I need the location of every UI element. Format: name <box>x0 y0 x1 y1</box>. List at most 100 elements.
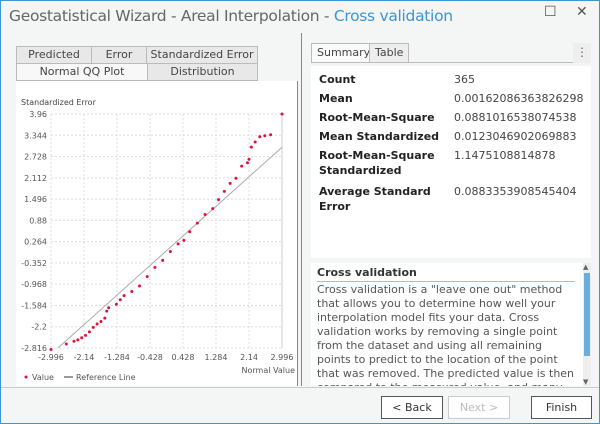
scroll-down-icon[interactable]: ▼ <box>583 378 589 386</box>
data-point <box>99 320 103 324</box>
x-tick-label: 0.428 <box>172 353 195 362</box>
more-options-icon[interactable]: ⋮ <box>573 43 591 63</box>
x-tick-label: 2.996 <box>271 353 294 362</box>
tab-summary[interactable]: Summary <box>311 43 377 63</box>
data-point <box>105 309 109 313</box>
data-point <box>280 112 284 116</box>
reference-line <box>57 146 283 349</box>
data-point <box>72 339 76 343</box>
data-point <box>240 164 244 168</box>
data-point <box>168 249 172 253</box>
tab-predicted[interactable]: Predicted <box>16 46 92 64</box>
data-point <box>107 306 111 310</box>
x-tick-label: -0.428 <box>137 353 163 362</box>
y-tick-label: -0.968 <box>21 280 47 289</box>
data-point <box>91 325 95 329</box>
data-point <box>145 275 149 279</box>
y-tick-label: 3.96 <box>29 110 47 119</box>
y-tick-label: 1.496 <box>24 195 47 204</box>
data-point <box>80 336 84 340</box>
y-tick-label: 2.728 <box>24 153 47 162</box>
summary-panel: Count 365 Mean 0.00162086363826298 Root-Mean… <box>311 66 591 258</box>
data-point <box>245 161 249 165</box>
x-axis-label: Normal Value <box>242 366 296 375</box>
tab-normal-qq-plot[interactable]: Normal QQ Plot <box>16 63 148 81</box>
y-tick-label: -2.816 <box>21 344 47 353</box>
data-point <box>222 189 226 193</box>
data-point <box>253 140 257 144</box>
data-point <box>176 242 180 246</box>
summary-value: 0.0123046902069883 <box>454 130 577 143</box>
data-point <box>76 338 80 342</box>
back-button[interactable]: < Back <box>381 396 443 419</box>
data-point <box>118 298 122 302</box>
data-point <box>249 145 253 149</box>
data-point <box>263 134 267 138</box>
data-point <box>211 207 215 211</box>
data-point <box>217 198 221 202</box>
y-tick-label: 0.264 <box>24 238 47 247</box>
tab-standardized-error[interactable]: Standardized Error <box>146 46 258 64</box>
scrollbar-thumb[interactable] <box>584 273 590 356</box>
summary-value: 0.00162086363826298 <box>454 92 584 105</box>
data-point <box>247 157 251 161</box>
close-icon[interactable]: ✕ <box>576 4 588 20</box>
tab-table[interactable]: Table <box>369 43 410 63</box>
summary-value: 365 <box>454 73 475 86</box>
x-tick-label: 1.284 <box>205 353 228 362</box>
data-point <box>182 238 186 242</box>
data-point <box>153 265 157 269</box>
y-tick-label: 0.88 <box>29 216 47 225</box>
data-point <box>122 294 126 298</box>
data-point <box>130 290 134 294</box>
panel-splitter[interactable] <box>301 33 302 386</box>
data-point <box>138 284 142 288</box>
help-title: Cross validation <box>317 266 575 282</box>
tab-distribution[interactable]: Distribution <box>147 63 258 81</box>
data-point <box>64 342 68 346</box>
x-tick-label: -1.284 <box>104 353 130 362</box>
tab-divider <box>311 62 573 63</box>
summary-label: Root-Mean-Square Standardized <box>319 149 435 177</box>
x-tick-label: -2.996 <box>38 353 64 362</box>
footer-divider <box>1 387 599 388</box>
help-text: Cross validation is a "leave one out" me… <box>317 283 575 386</box>
y-tick-label: -2.2 <box>31 323 47 332</box>
data-point <box>228 181 232 185</box>
qq-plot-panel: Standardized Error 3.96 3.344 2.728 2.112 1.4… <box>16 81 298 386</box>
y-tick-label: -0.352 <box>21 259 47 268</box>
finish-button[interactable]: Finish <box>531 396 592 419</box>
summary-label: Root-Mean-Square <box>319 111 435 124</box>
scroll-up-icon[interactable]: ▲ <box>583 263 589 271</box>
window-title: Geostatistical Wizard - Areal Interpolat… <box>9 7 453 25</box>
y-tick-label: -1.584 <box>21 301 47 310</box>
title-main: Geostatistical Wizard - Areal Interpolat… <box>9 7 334 25</box>
x-tick-label: -2.14 <box>74 353 95 362</box>
summary-label: Count <box>319 73 356 86</box>
title-step: Cross validation <box>333 7 453 25</box>
summary-value: 1.1475108814878 <box>454 149 556 162</box>
data-point <box>95 322 99 326</box>
legend-value-marker <box>24 375 28 379</box>
legend-reference-label: Reference Line <box>76 373 136 382</box>
help-panel: Cross validation Cross validation is a "… <box>311 263 591 386</box>
data-point <box>234 176 238 180</box>
y-tick-label: 2.112 <box>24 174 47 183</box>
summary-value: 0.0881016538074538 <box>454 111 577 124</box>
qq-plot-chart: Standardized Error 3.96 3.344 2.728 2.112 1.4… <box>21 98 296 382</box>
data-point <box>84 333 88 337</box>
data-point <box>269 133 273 137</box>
legend-value-label: Value <box>32 373 54 382</box>
help-scrollbar[interactable]: ▲ ▼ <box>583 263 591 386</box>
data-point <box>49 348 53 352</box>
next-button[interactable]: Next > <box>448 396 510 419</box>
summary-label: Mean Standardized <box>319 130 440 143</box>
data-point <box>258 135 262 139</box>
maximize-icon[interactable]: ☐ <box>544 4 557 20</box>
data-point <box>114 302 118 306</box>
data-point <box>103 316 107 320</box>
tab-error[interactable]: Error <box>91 46 147 64</box>
data-point <box>188 230 192 234</box>
data-point <box>203 212 207 216</box>
